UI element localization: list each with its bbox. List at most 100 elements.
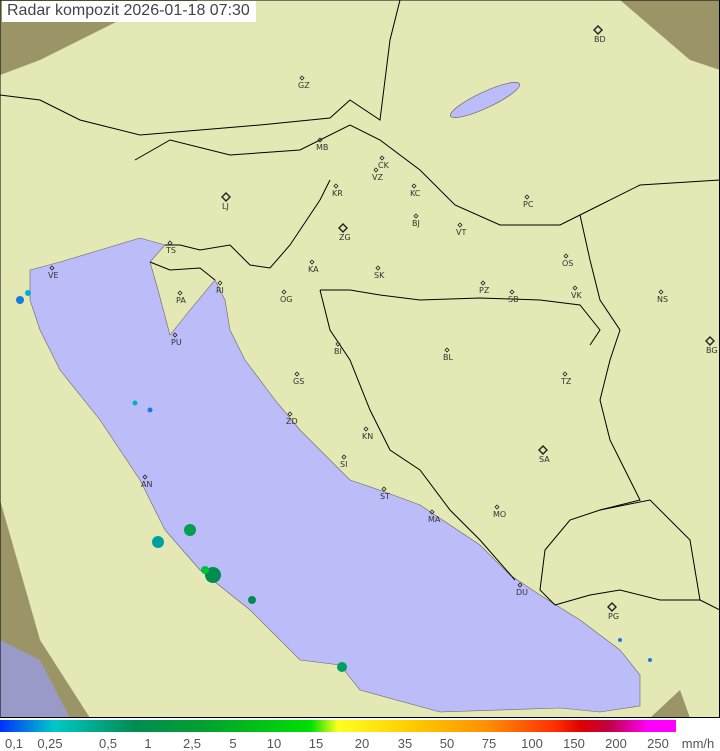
city-ck: CK — [378, 155, 390, 170]
city-bd: BD — [593, 25, 606, 44]
adriatic-sea — [29, 237, 641, 713]
city-label: ST — [380, 492, 390, 501]
city-marker-icon — [281, 289, 287, 295]
city-label: OS — [562, 259, 573, 268]
city-bi: BI — [334, 341, 342, 356]
city-marker-icon — [572, 285, 578, 291]
precipitation — [16, 290, 652, 672]
city-marker-icon — [177, 290, 183, 296]
city-marker-icon — [172, 332, 178, 338]
city-label: BD — [594, 35, 606, 44]
city-marker-icon — [444, 347, 450, 353]
legend-label: 0,5 — [98, 736, 118, 751]
lake-balaton — [450, 82, 520, 118]
city-label: MO — [493, 510, 506, 519]
city-pa: PA — [176, 290, 186, 305]
legend-label: 0,25 — [37, 736, 63, 751]
city-an: AN — [141, 474, 152, 489]
city-marker-icon — [142, 474, 148, 480]
city-label: KN — [362, 432, 373, 441]
city-label: BJ — [412, 219, 420, 228]
city-marker-icon — [524, 194, 530, 200]
city-label: VT — [456, 228, 466, 237]
city-marker-icon — [333, 183, 339, 189]
city-du: DU — [516, 582, 528, 597]
city-marker-icon — [411, 183, 417, 189]
city-gs: GS — [293, 371, 304, 386]
city-pg: PG — [607, 602, 619, 621]
city-marker-icon — [217, 280, 223, 286]
legend-label: 5 — [229, 736, 237, 751]
city-marker-icon — [335, 341, 341, 347]
city-sk: SK — [374, 265, 385, 280]
city-label: PG — [608, 612, 619, 621]
city-label: PU — [171, 338, 182, 347]
city-marker-icon — [375, 265, 381, 271]
map-title: Radar kompozit 2026-01-18 07:30 — [2, 1, 256, 22]
city-marker-icon — [517, 582, 523, 588]
city-marker-icon — [413, 213, 419, 219]
city-mb: MB — [316, 137, 328, 152]
city-vz: VZ — [372, 167, 383, 182]
city-label: TS — [165, 246, 176, 255]
city-marker-icon — [49, 265, 55, 271]
city-label: TZ — [560, 377, 572, 386]
city-vk: VK — [571, 285, 582, 300]
city-label: BG — [706, 346, 718, 355]
city-label: NS — [657, 295, 668, 304]
city-label: PZ — [479, 286, 490, 295]
city-marker-icon — [593, 25, 603, 35]
city-label: KA — [308, 265, 319, 274]
city-vt: VT — [456, 222, 466, 237]
city-ka: KA — [308, 259, 319, 274]
city-tz: TZ — [560, 371, 572, 386]
city-label: KC — [410, 189, 421, 198]
city-marker-icon — [429, 509, 435, 515]
city-label: RI — [216, 286, 224, 295]
city-marker-icon — [294, 371, 300, 377]
city-marker-icon — [373, 167, 379, 173]
city-label: PA — [176, 296, 186, 305]
city-label: DU — [516, 588, 528, 597]
legend-label: 2,5 — [182, 736, 202, 751]
legend-label: 250 — [647, 736, 669, 751]
city-marker-icon — [221, 192, 231, 202]
city-label: SB — [508, 295, 519, 304]
city-label: ZD — [286, 417, 298, 426]
legend-unit: mm/h — [681, 736, 715, 751]
city-marker-icon — [457, 222, 463, 228]
city-marker-icon — [309, 259, 315, 265]
city-marker-icon — [480, 280, 486, 286]
radar-map[interactable]: GZ BD MB CK VZ KR KC PC LJ ZG BJ VT TS VE KA SK OS RI PA OG… — [0, 0, 720, 718]
city-marker-icon — [509, 289, 515, 295]
city-mo: MO — [493, 504, 506, 519]
legend-label: 10 — [266, 736, 282, 751]
legend-label: 100 — [521, 736, 543, 751]
city-marker-icon — [607, 602, 617, 612]
city-pu: PU — [171, 332, 182, 347]
city-bl: BL — [443, 347, 453, 362]
city-ma: MA — [428, 509, 441, 524]
city-label: PC — [523, 200, 534, 209]
city-ns: NS — [657, 289, 668, 304]
city-label: VZ — [372, 173, 383, 182]
city-kn: KN — [362, 426, 373, 441]
city-st: ST — [380, 486, 390, 501]
city-marker-icon — [538, 445, 548, 455]
city-pz: PZ — [479, 280, 490, 295]
city-bj: BJ — [412, 213, 420, 228]
city-ts: TS — [165, 240, 176, 255]
city-marker-icon — [299, 75, 305, 81]
city-ri: RI — [216, 280, 224, 295]
city-marker-icon — [562, 371, 568, 377]
city-label: VK — [571, 291, 582, 300]
city-label: GZ — [298, 81, 310, 90]
city-marker-icon — [381, 486, 387, 492]
city-label: AN — [141, 480, 152, 489]
city-ve: VE — [48, 265, 59, 280]
city-label: GS — [293, 377, 304, 386]
city-marker-icon — [317, 137, 323, 143]
city-label: OG — [280, 295, 293, 304]
city-kr: KR — [332, 183, 343, 198]
city-bg: BG — [705, 336, 718, 355]
